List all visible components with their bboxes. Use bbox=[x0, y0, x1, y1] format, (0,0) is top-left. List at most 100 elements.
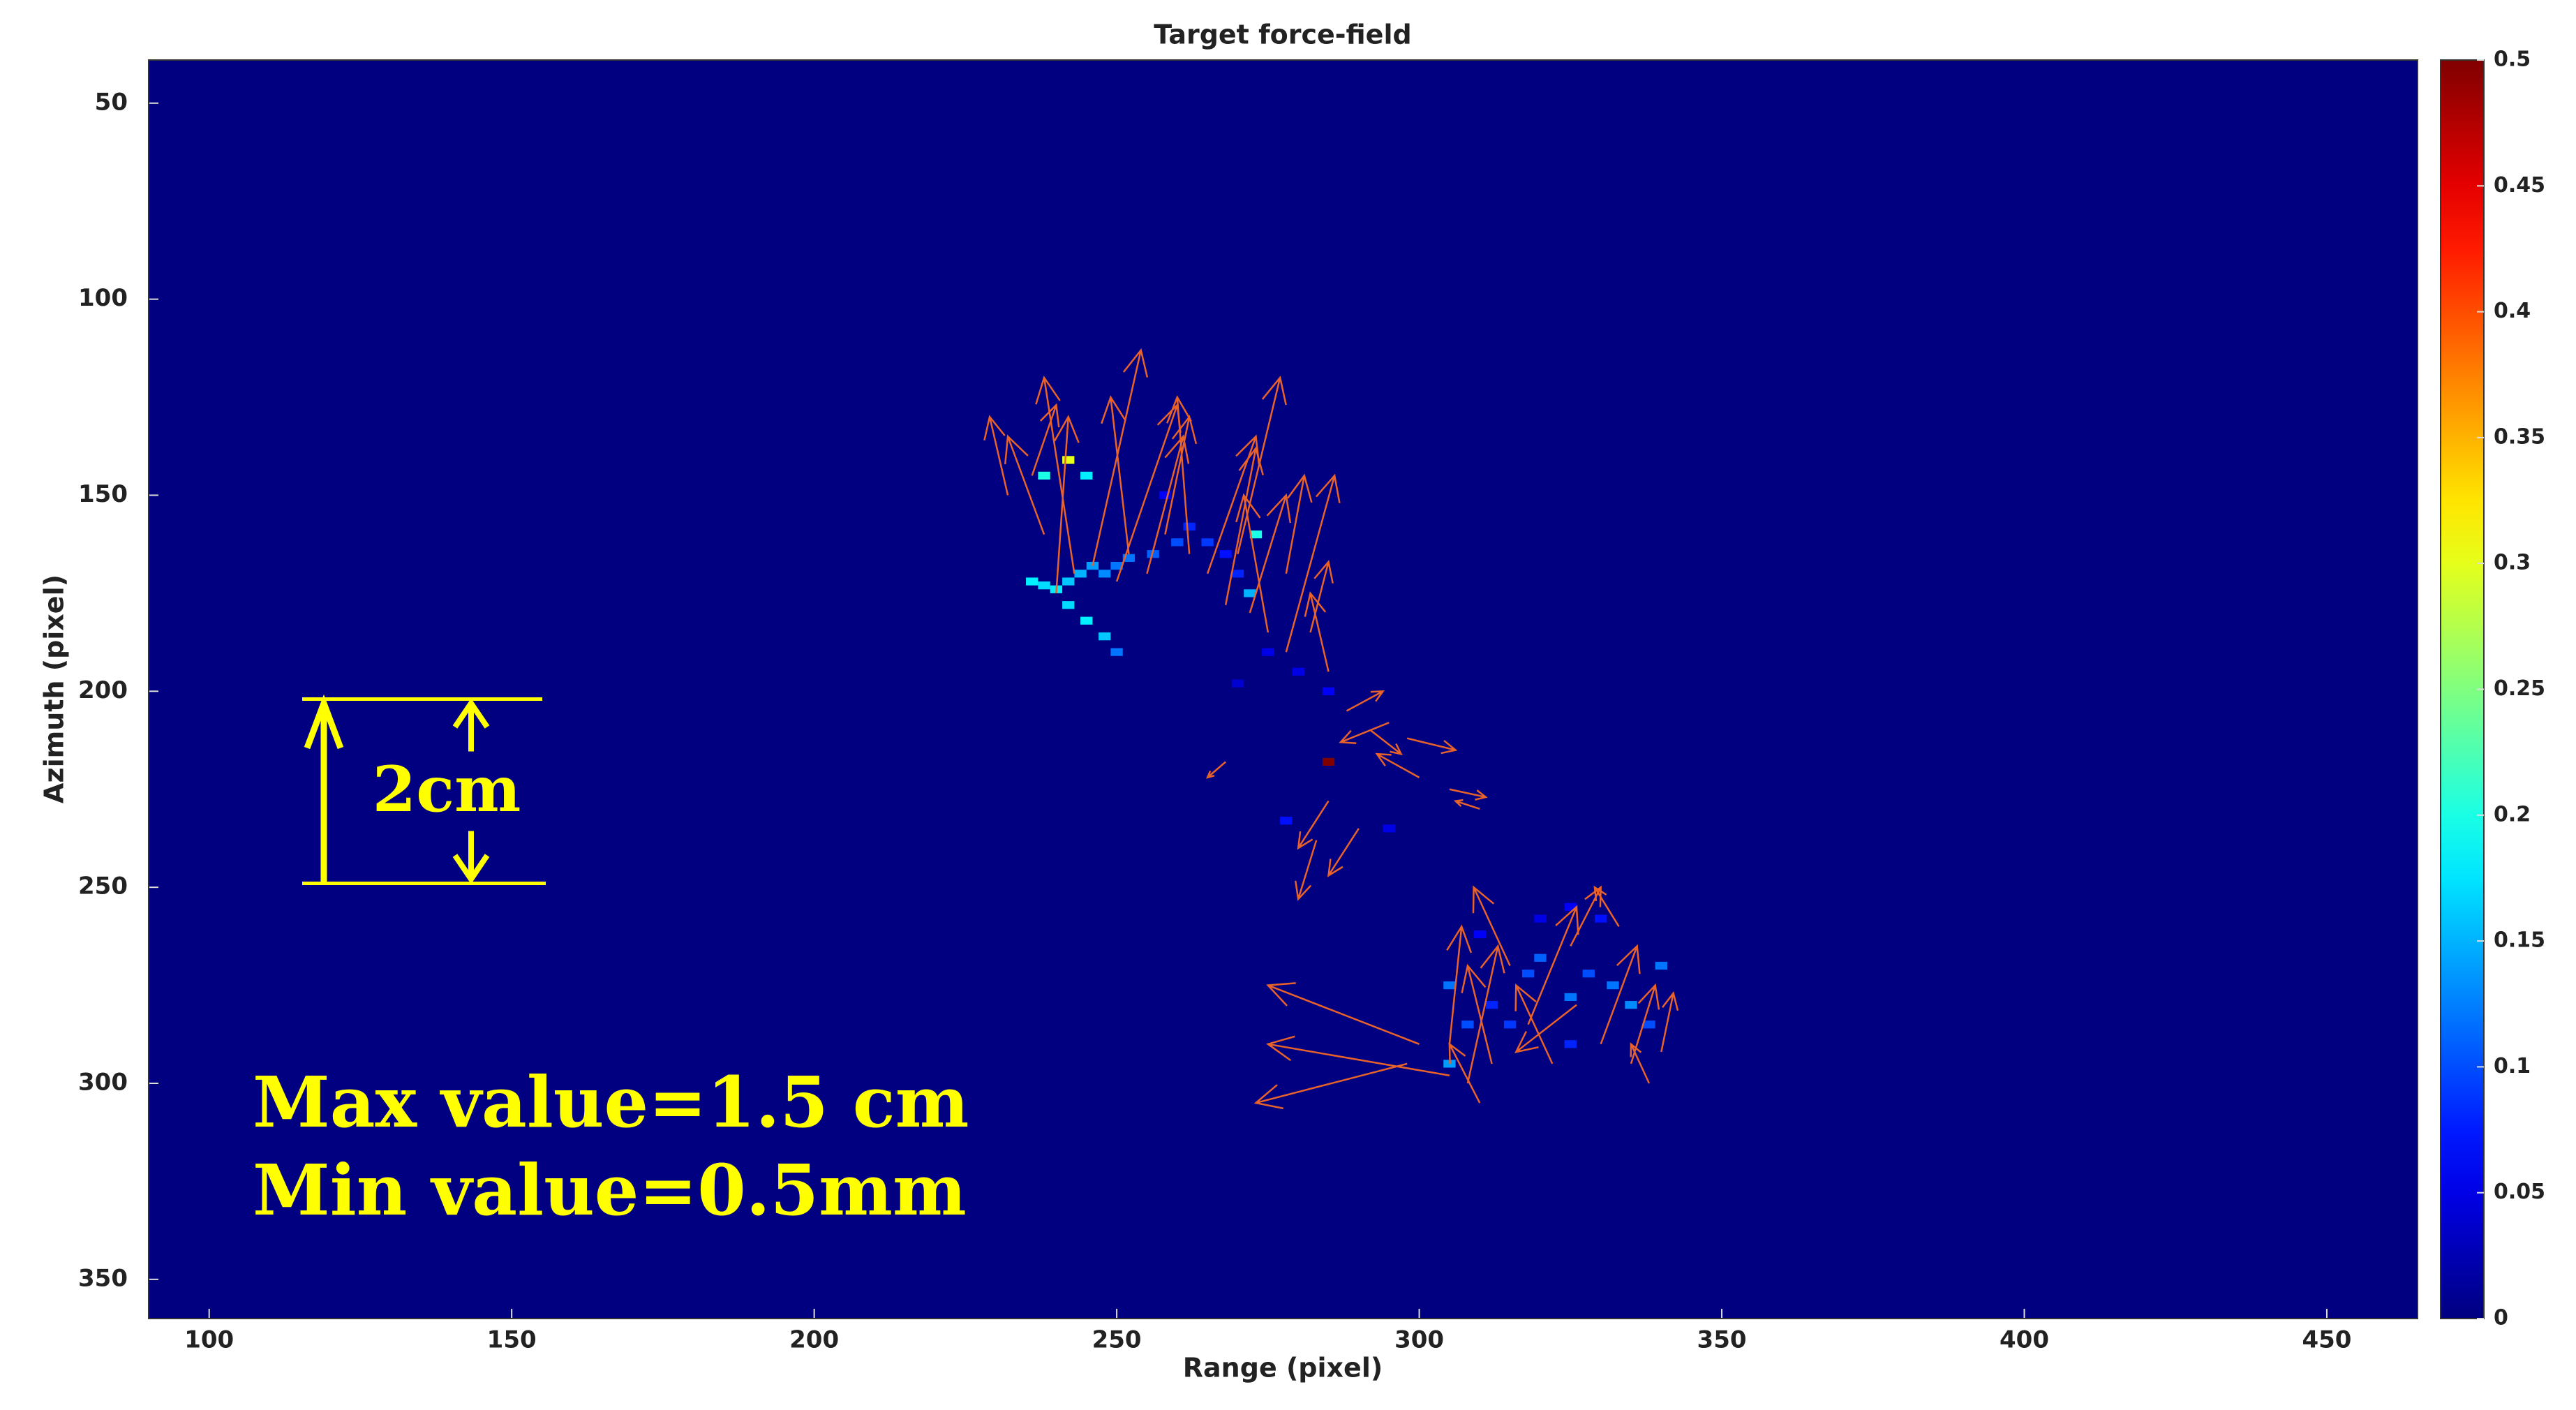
arrow bbox=[1630, 1042, 1651, 1084]
cell bbox=[1080, 471, 1093, 480]
cell bbox=[1292, 667, 1304, 676]
arrow bbox=[1375, 752, 1420, 778]
cell bbox=[1262, 648, 1274, 656]
arrow bbox=[1660, 990, 1679, 1053]
y-tick-label: 300 bbox=[78, 1068, 128, 1096]
cell bbox=[1062, 456, 1075, 464]
cell bbox=[1643, 1021, 1655, 1029]
arrow bbox=[1297, 800, 1330, 850]
y-tick-label: 200 bbox=[78, 676, 128, 704]
y-axis-label: Azimuth (pixel) bbox=[39, 574, 70, 803]
colorbar-tick-label: 0 bbox=[2494, 1306, 2508, 1330]
arrow bbox=[1205, 761, 1226, 779]
colorbar-tick-label: 0.45 bbox=[2494, 173, 2545, 198]
arrow bbox=[983, 415, 1009, 496]
colorbar-tick-label: 0.4 bbox=[2494, 299, 2531, 323]
arrow bbox=[1600, 944, 1641, 1045]
cell bbox=[1322, 687, 1335, 695]
arrow bbox=[1031, 403, 1060, 476]
arrow bbox=[1285, 473, 1341, 653]
cell bbox=[1110, 561, 1123, 570]
colorbar-tick-label: 0.35 bbox=[2494, 424, 2545, 449]
x-tick-label: 200 bbox=[789, 1326, 839, 1354]
colorbar-tick-label: 0.3 bbox=[2494, 551, 2531, 575]
arrow bbox=[1370, 729, 1403, 755]
cell bbox=[1219, 550, 1232, 558]
x-tick-label: 400 bbox=[2000, 1326, 2049, 1354]
arrow bbox=[1265, 1035, 1450, 1076]
cell bbox=[1201, 538, 1214, 547]
x-tick-label: 300 bbox=[1394, 1326, 1444, 1354]
cell bbox=[1099, 632, 1111, 641]
cell bbox=[1099, 570, 1111, 578]
cell bbox=[1503, 1021, 1517, 1029]
cell bbox=[1110, 648, 1123, 656]
arrow bbox=[1294, 840, 1318, 901]
arrow bbox=[1453, 799, 1480, 810]
cell bbox=[1655, 961, 1668, 970]
y-tick-label: 350 bbox=[78, 1264, 128, 1292]
cell bbox=[1249, 530, 1263, 539]
cell bbox=[1564, 993, 1577, 1002]
cell bbox=[1443, 981, 1456, 990]
arrow bbox=[1101, 395, 1130, 554]
arrow bbox=[1092, 348, 1149, 566]
cell bbox=[1383, 824, 1395, 833]
annotation: Min value=0.5mm bbox=[253, 1149, 967, 1231]
arrow bbox=[1166, 395, 1192, 554]
y-tick-label: 250 bbox=[78, 873, 128, 900]
arrow bbox=[1514, 1004, 1577, 1053]
arrow bbox=[1235, 493, 1270, 633]
x-tick-label: 250 bbox=[1092, 1326, 1142, 1354]
arrow bbox=[1472, 885, 1511, 967]
cell bbox=[1521, 970, 1535, 978]
cell bbox=[1074, 570, 1087, 578]
arrow bbox=[1285, 473, 1313, 574]
arrow bbox=[1406, 737, 1458, 755]
arrow bbox=[1346, 690, 1385, 712]
arrow bbox=[1309, 560, 1334, 633]
arrow bbox=[1035, 376, 1075, 574]
cell bbox=[1183, 522, 1196, 531]
arrow bbox=[1053, 415, 1080, 593]
cell bbox=[1322, 757, 1335, 766]
y-tick-label: 50 bbox=[95, 88, 128, 116]
cell bbox=[1062, 577, 1075, 586]
arrow bbox=[1224, 446, 1264, 605]
arrow bbox=[1339, 722, 1390, 745]
arrow bbox=[1461, 963, 1493, 1064]
annotation: Max value=1.5 cm bbox=[253, 1061, 969, 1143]
cell bbox=[1038, 581, 1050, 590]
arrow bbox=[1466, 944, 1505, 1084]
x-tick-label: 350 bbox=[1697, 1326, 1747, 1354]
colorbar-tick-label: 0.05 bbox=[2494, 1180, 2545, 1204]
cell bbox=[1026, 577, 1038, 586]
x-tick-label: 450 bbox=[2302, 1326, 2351, 1354]
arrow bbox=[1004, 434, 1045, 535]
arrow bbox=[1448, 1042, 1481, 1104]
arrow bbox=[1146, 434, 1190, 574]
cell bbox=[1062, 601, 1075, 609]
cell bbox=[1171, 538, 1184, 547]
arrow bbox=[1593, 885, 1620, 927]
x-tick-label: 150 bbox=[487, 1326, 537, 1354]
cell bbox=[1280, 817, 1293, 825]
arrow bbox=[1514, 983, 1554, 1064]
arrow bbox=[1304, 591, 1330, 672]
cell bbox=[1564, 1040, 1577, 1048]
y-tick-label: 100 bbox=[78, 284, 128, 312]
arrow bbox=[1266, 982, 1420, 1045]
scale-arrow-inner bbox=[452, 698, 490, 884]
arrow bbox=[1446, 924, 1473, 1044]
scale-arrow bbox=[304, 694, 344, 884]
cell bbox=[1625, 1001, 1637, 1009]
x-tick-label: 100 bbox=[184, 1326, 234, 1354]
scale-label: 2cm bbox=[373, 752, 521, 826]
cell bbox=[1534, 953, 1547, 962]
cell bbox=[1038, 471, 1050, 480]
cell bbox=[1122, 554, 1136, 562]
cell bbox=[1485, 1001, 1498, 1009]
cell bbox=[1159, 491, 1172, 500]
cell bbox=[1080, 616, 1093, 625]
